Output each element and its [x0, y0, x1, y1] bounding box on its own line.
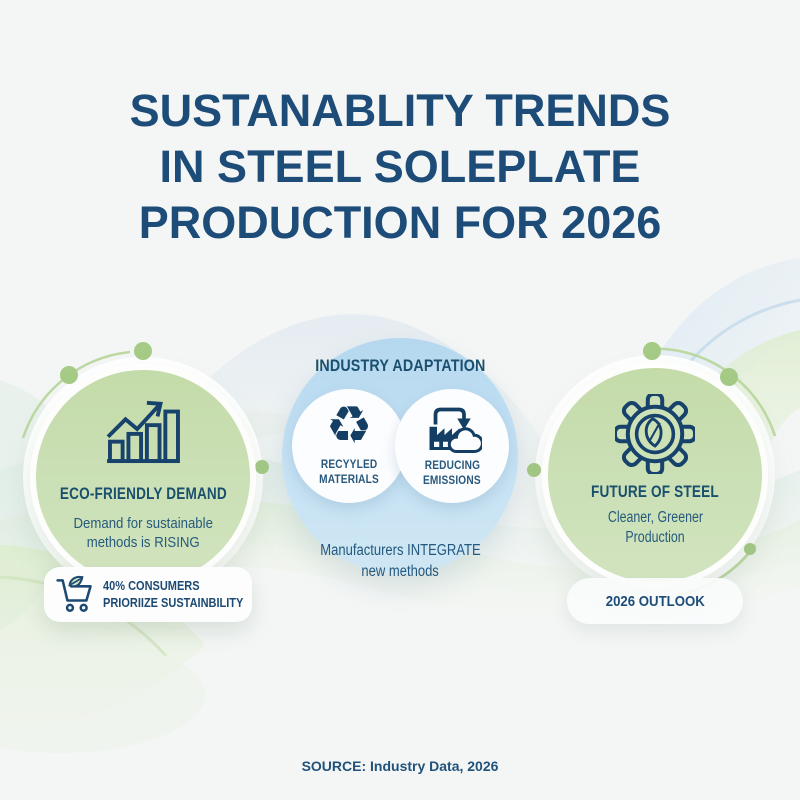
eco-gear-icon [615, 394, 695, 474]
title-line-1: SUSTANABLITY TRENDS [129, 85, 671, 136]
card-body: Cleaner, Greener Production [607, 509, 703, 546]
recycle-icon: ♻ [325, 396, 373, 456]
card-heading: ECO-FRIENDLY DEMAND [59, 484, 227, 503]
orbit-dots [60, 342, 756, 555]
card-body: Manufacturers INTEGRATE new methods [319, 541, 481, 580]
card-future-of-steel: FUTURE OF STEEL Cleaner, Greener Product… [542, 362, 768, 588]
stat-badge-text: 40% CONSUMERS PRIORIIZE SUSTAINBILITY [103, 578, 244, 610]
title-line-3: PRODUCTION FOR 2026 [138, 197, 662, 248]
stat-badge: 40% CONSUMERS PRIORIIZE SUSTAINBILITY [44, 567, 252, 622]
card-body: Demand for sustainable methods is RISING [73, 515, 213, 551]
cart-leaf-icon [56, 575, 92, 612]
card-heading: INDUSTRY ADAPTATION [314, 356, 486, 375]
page-title: SUSTANABLITY TRENDS IN STEEL SOLEPLATE P… [0, 83, 800, 251]
sub-item-label: RECYYLED MATERIALS [319, 459, 379, 486]
card-industry-adaptation: INDUSTRY ADAPTATION ♻ RECYYLED MATERIALS… [282, 338, 518, 580]
source-note: SOURCE: Industry Data, 2026 [301, 758, 499, 774]
sub-item-recycled-materials: ♻ RECYYLED MATERIALS [292, 389, 406, 503]
title-line-2: IN STEEL SOLEPLATE [159, 141, 641, 192]
card-heading: FUTURE OF STEEL [591, 482, 719, 501]
bar-chart-rising-icon [106, 400, 180, 464]
factory-emissions-icon [429, 407, 482, 453]
sub-item-reducing-emissions: REDUCING EMISSIONS [395, 389, 509, 503]
card-eco-demand: ECO-FRIENDLY DEMAND Demand for sustainab… [30, 364, 256, 590]
sub-item-label: REDUCING EMISSIONS [423, 460, 481, 487]
outlook-caption: 2026 OUTLOOK [567, 578, 743, 624]
